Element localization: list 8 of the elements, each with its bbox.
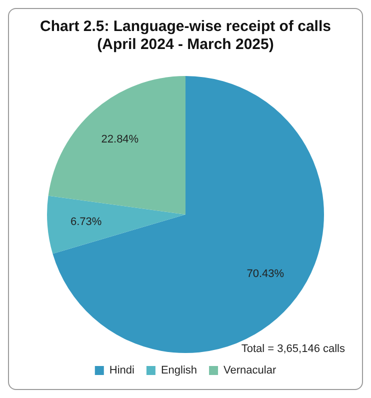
legend-label: Hindi — [109, 364, 134, 377]
data-label: 6.73% — [70, 216, 102, 228]
legend-label: English — [160, 364, 198, 377]
data-label: 70.43% — [246, 268, 284, 280]
legend-label: Vernacular — [224, 364, 276, 377]
data-label: 22.84% — [101, 133, 139, 146]
text: Total = 3,65,146 calls — [241, 343, 345, 356]
chart-title: Chart 2.5: Language-wise receipt of calls (April 2024 - March 2025) — [40, 18, 331, 54]
